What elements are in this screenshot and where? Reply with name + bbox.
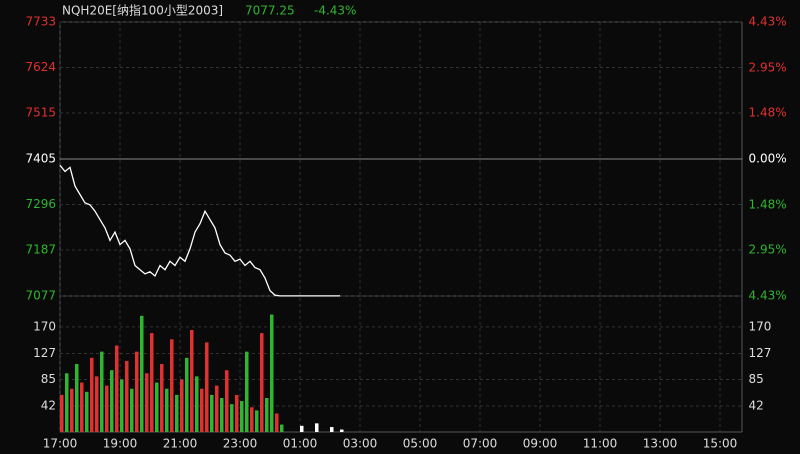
y2-tick-label: 2.95% bbox=[749, 60, 787, 74]
volume-bar bbox=[300, 425, 304, 432]
x-tick-label: 17:00 bbox=[43, 437, 78, 451]
y-tick-label: 127 bbox=[33, 346, 56, 360]
y2-tick-label: 1.48% bbox=[749, 197, 787, 211]
volume-bar bbox=[275, 413, 279, 432]
x-tick-label: 23:00 bbox=[223, 437, 258, 451]
y2-tick-label: 42 bbox=[749, 399, 764, 413]
y-tick-label: 7515 bbox=[25, 106, 56, 120]
volume-bar bbox=[205, 342, 209, 432]
chart-title: NQH20E[纳指100小型2003] bbox=[62, 3, 223, 18]
volume-bar bbox=[210, 394, 214, 432]
y-tick-label: 7077 bbox=[25, 289, 56, 303]
x-tick-label: 19:00 bbox=[103, 437, 138, 451]
y2-tick-label: 4.43% bbox=[749, 15, 787, 29]
y-tick-label: 7405 bbox=[25, 152, 56, 166]
y-tick-label: 7187 bbox=[25, 243, 56, 257]
volume-bar bbox=[230, 404, 234, 432]
volume-bar bbox=[155, 382, 159, 432]
x-tick-label: 11:00 bbox=[583, 437, 618, 451]
volume-bar bbox=[220, 398, 224, 432]
price-change: -4.43% bbox=[314, 4, 356, 18]
y-tick-label: 42 bbox=[41, 399, 56, 413]
volume-bar bbox=[215, 385, 219, 432]
x-tick-label: 13:00 bbox=[643, 437, 678, 451]
last-price: 7077.25 bbox=[245, 4, 295, 18]
x-tick-label: 03:00 bbox=[343, 437, 378, 451]
volume-bar bbox=[280, 424, 284, 432]
volume-bar bbox=[245, 351, 249, 432]
x-tick-label: 09:00 bbox=[523, 437, 558, 451]
volume-bar bbox=[90, 357, 94, 432]
y2-tick-label: 2.95% bbox=[749, 243, 787, 257]
volume-bar bbox=[330, 427, 334, 432]
volume-bar bbox=[165, 388, 169, 432]
volume-bar bbox=[85, 391, 89, 432]
volume-bar bbox=[110, 370, 114, 432]
y-tick-label: 7624 bbox=[25, 60, 56, 74]
price-line bbox=[59, 164, 340, 297]
volume-bar bbox=[125, 360, 129, 432]
y2-tick-label: 0.00% bbox=[749, 152, 787, 166]
volume-bar bbox=[175, 394, 179, 432]
y-tick-label: 170 bbox=[33, 319, 56, 333]
volume-bar bbox=[255, 410, 259, 432]
volume-bar bbox=[250, 407, 254, 432]
volume-bar bbox=[170, 339, 174, 432]
volume-bar bbox=[115, 345, 119, 432]
volume-bar bbox=[60, 394, 64, 432]
y2-tick-label: 127 bbox=[749, 346, 772, 360]
volume-bar bbox=[235, 394, 239, 432]
volume-bar bbox=[140, 315, 144, 432]
x-tick-label: 15:00 bbox=[703, 437, 738, 451]
x-tick-label: 05:00 bbox=[403, 437, 438, 451]
y-tick-label: 7296 bbox=[25, 197, 56, 211]
volume-bar bbox=[100, 351, 104, 432]
volume-bar bbox=[180, 379, 184, 432]
volume-bar bbox=[75, 364, 79, 432]
volume-bar bbox=[150, 333, 154, 432]
volume-bar bbox=[120, 379, 124, 432]
x-tick-label: 07:00 bbox=[463, 437, 498, 451]
y2-tick-label: 85 bbox=[749, 372, 764, 386]
volume-bar bbox=[240, 401, 244, 432]
volume-bar bbox=[105, 385, 109, 432]
y2-tick-label: 170 bbox=[749, 319, 772, 333]
volume-bar bbox=[185, 357, 189, 432]
volume-bar bbox=[145, 373, 149, 432]
volume-bar bbox=[260, 333, 264, 432]
y2-tick-label: 4.43% bbox=[749, 289, 787, 303]
volume-bar bbox=[70, 388, 74, 432]
volume-bar bbox=[340, 429, 344, 432]
volume-bar bbox=[135, 351, 139, 432]
y-tick-label: 85 bbox=[41, 372, 56, 386]
volume-bar bbox=[200, 388, 204, 432]
volume-bar bbox=[265, 398, 269, 432]
volume-bar bbox=[65, 373, 69, 432]
x-tick-label: 01:00 bbox=[283, 437, 318, 451]
volume-bar bbox=[270, 314, 274, 432]
y2-tick-label: 1.48% bbox=[749, 106, 787, 120]
volume-bar bbox=[195, 376, 199, 432]
volume-bar bbox=[95, 376, 99, 432]
x-tick-label: 21:00 bbox=[163, 437, 198, 451]
volume-bar bbox=[190, 330, 194, 432]
volume-bar bbox=[225, 370, 229, 432]
volume-bar bbox=[130, 388, 134, 432]
volume-bar bbox=[315, 423, 319, 432]
volume-bar bbox=[80, 382, 84, 432]
y-tick-label: 7733 bbox=[25, 15, 56, 29]
volume-bar bbox=[160, 364, 164, 432]
